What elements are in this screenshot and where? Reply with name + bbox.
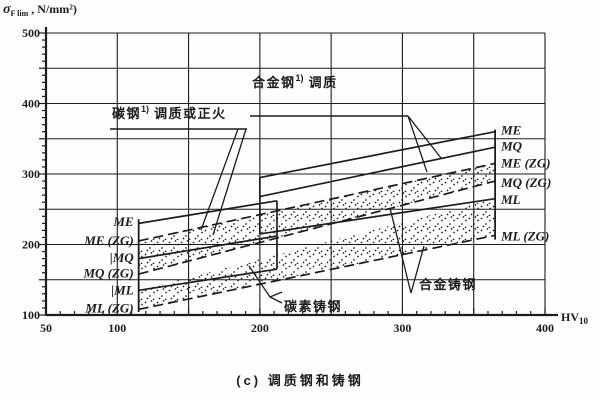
- x-tick-label: 50: [40, 321, 52, 335]
- carbon-steel-callout-leader: [212, 128, 247, 236]
- cast-steel-lower-stipple-band: [138, 198, 496, 310]
- alloy-steel-callout-leader: [407, 115, 442, 159]
- series-mq-zg-cast-steel: [138, 180, 496, 275]
- carbon-cast-steel-callout-label: 碳素铸钢: [284, 299, 342, 314]
- x-tick-label: 200: [251, 321, 269, 335]
- y-tick-label: 400: [22, 97, 40, 111]
- alloy-cast-steel-callout-label: 合金铸钢: [419, 277, 477, 292]
- carbon-steel-callout-label: 碳钢1) 调质或正火: [112, 104, 227, 121]
- left-band-label: ML (ZG): [84, 301, 133, 316]
- series-mq-carbon-steel: [138, 235, 278, 260]
- right-band-label: ME: [500, 122, 522, 137]
- series-mq-alloy-steel: [259, 146, 496, 198]
- left-band-label: |ML: [111, 282, 133, 297]
- right-band-label: MQ (ZG): [500, 175, 551, 190]
- left-band-label: ME (ZG): [83, 233, 133, 248]
- left-band-label: |MQ: [110, 250, 134, 265]
- y-axis-title: σF lim , N/mm²): [3, 2, 77, 18]
- x-tick-label: 300: [393, 321, 411, 335]
- right-band-label: ML: [500, 192, 521, 207]
- right-band-label: ML (ZG): [500, 229, 549, 244]
- alloy-steel-callout-label: 合金钢1) 调质: [252, 73, 338, 90]
- alloy-cast-steel-callout-leader: [389, 207, 412, 294]
- alloy-cast-steel-callout-leader: [410, 245, 425, 294]
- x-axis-unit-label: HV10: [561, 310, 589, 326]
- right-band-label: MQ: [500, 139, 523, 154]
- series-me-alloy-steel: [259, 130, 496, 179]
- left-band-label: MQ (ZG): [82, 265, 133, 280]
- series-ml-alloy-steel: [259, 197, 496, 235]
- carbon-cast-steel-callout-leader: [269, 291, 283, 298]
- series-me-zg-cast-steel: [138, 162, 496, 242]
- series-ml-zg-cast-steel: [138, 234, 496, 311]
- x-tick-label: 400: [536, 321, 554, 335]
- y-tick-label: 500: [22, 26, 40, 40]
- left-band-label: ME: [112, 214, 134, 229]
- carbon-steel-callout-leader: [200, 128, 239, 231]
- y-tick-label: 100: [22, 308, 40, 322]
- right-band-label: ME (ZG): [500, 155, 550, 170]
- figure-caption: (c) 调质钢和铸钢: [236, 373, 364, 388]
- x-tick-label: 100: [108, 321, 126, 335]
- cast-steel-upper-stipple-band: [138, 163, 496, 275]
- y-tick-label: 300: [22, 167, 40, 181]
- alloy-steel-callout-leader: [407, 115, 428, 173]
- y-tick-label: 200: [22, 238, 40, 252]
